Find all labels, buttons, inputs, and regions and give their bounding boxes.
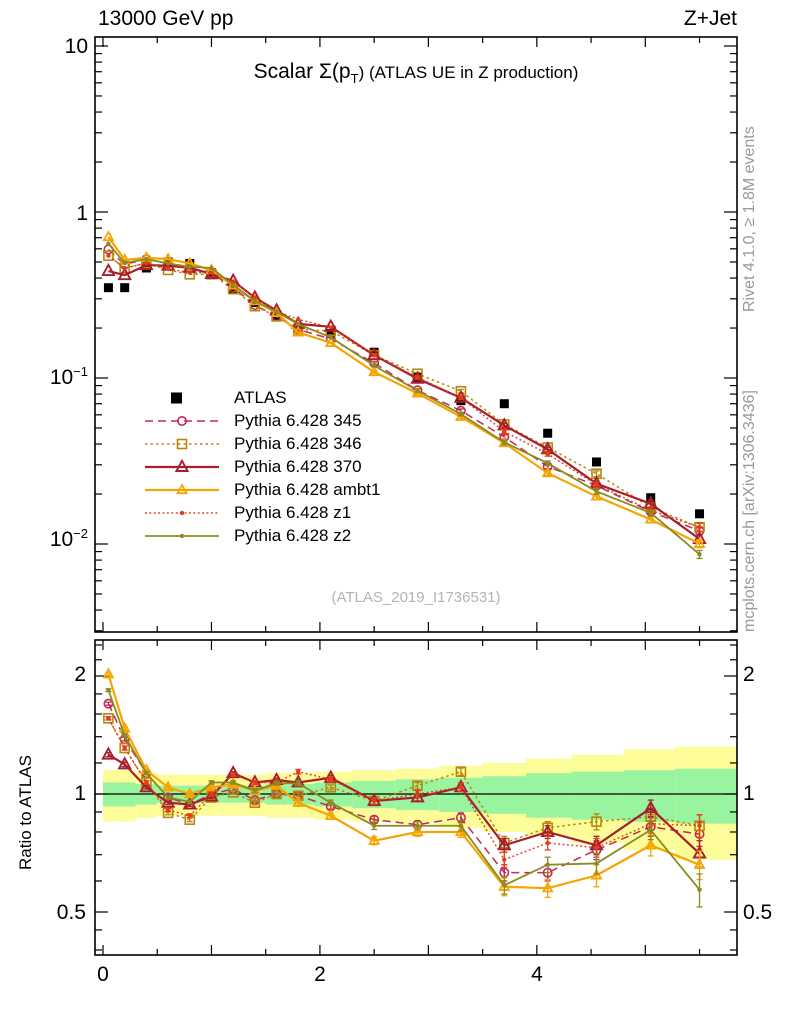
xtick-4: 4 [531,963,543,986]
legend-item-atlas: ATLAS [143,386,380,409]
legend-item-pythia-346: Pythia 6.428 346 [143,432,380,455]
legend-label: Pythia 6.428 370 [234,456,362,476]
main-ytick-10: 10 [64,35,88,58]
ratio-ytick-right-05: 0.5 [743,901,773,924]
legend-label: Pythia 6.428 z1 [234,502,352,522]
ratio-ytick-left-2: 2 [74,663,86,686]
legend: ATLAS Pythia 6.428 345 Pythia 6.428 346 … [143,386,380,547]
legend-label: Pythia 6.428 346 [234,433,362,453]
rivet-version-note: Rivet 4.1.0, ≥ 1.8M events [741,126,758,312]
ratio-axis-label: Ratio to ATLAS [16,755,35,870]
atlas-marker-icon [143,390,221,406]
plot-title-subscript: T [350,71,359,86]
legend-item-pythia-345: Pythia 6.428 345 [143,409,380,432]
ratio-ytick-left-05: 0.5 [56,901,86,924]
pythia-345-marker-icon [143,413,221,429]
pythia-z1-marker-icon [143,505,221,521]
ratio-ytick-left-1: 1 [74,782,86,805]
analysis-id-watermark: (ATLAS_2019_I1736531) [331,589,501,606]
pythia-ambt1-marker-icon [143,482,221,498]
header-beam-energy: 13000 GeV pp [98,7,234,30]
xtick-0: 0 [97,963,109,986]
legend-item-pythia-z1: Pythia 6.428 z1 [143,501,380,524]
legend-item-pythia-z2: Pythia 6.428 z2 [143,524,380,547]
legend-label: ATLAS [234,387,287,407]
pythia-346-marker-icon [143,436,221,452]
legend-label: Pythia 6.428 ambt1 [234,479,381,499]
main-ytick-1e-1: 10−1 [49,364,88,389]
ratio-ytick-right-2: 2 [743,663,755,686]
main-ytick-1: 1 [76,202,88,225]
legend-label: Pythia 6.428 345 [234,410,362,430]
legend-item-pythia-370: Pythia 6.428 370 [143,455,380,478]
legend-label: Pythia 6.428 z2 [234,525,352,545]
pythia-370-marker-icon [143,458,221,475]
main-ytick-1e-2: 10−2 [49,526,88,551]
plot-title-rest: ) (ATLAS UE in Z production) [358,63,579,82]
plot-title: Scalar Σ(pT) (ATLAS UE in Z production) [95,60,737,86]
pythia-z2-marker-icon [143,528,221,544]
mcplots-arxiv-note: mcplots.cern.ch [arXiv:1306.3436] [741,390,758,632]
ratio-ytick-right-1: 1 [743,782,755,805]
xtick-2: 2 [314,963,326,986]
header-process: Z+Jet [683,7,737,30]
plot-title-main: Scalar Σ(p [253,60,351,83]
legend-item-pythia-ambt1: Pythia 6.428 ambt1 [143,478,380,501]
